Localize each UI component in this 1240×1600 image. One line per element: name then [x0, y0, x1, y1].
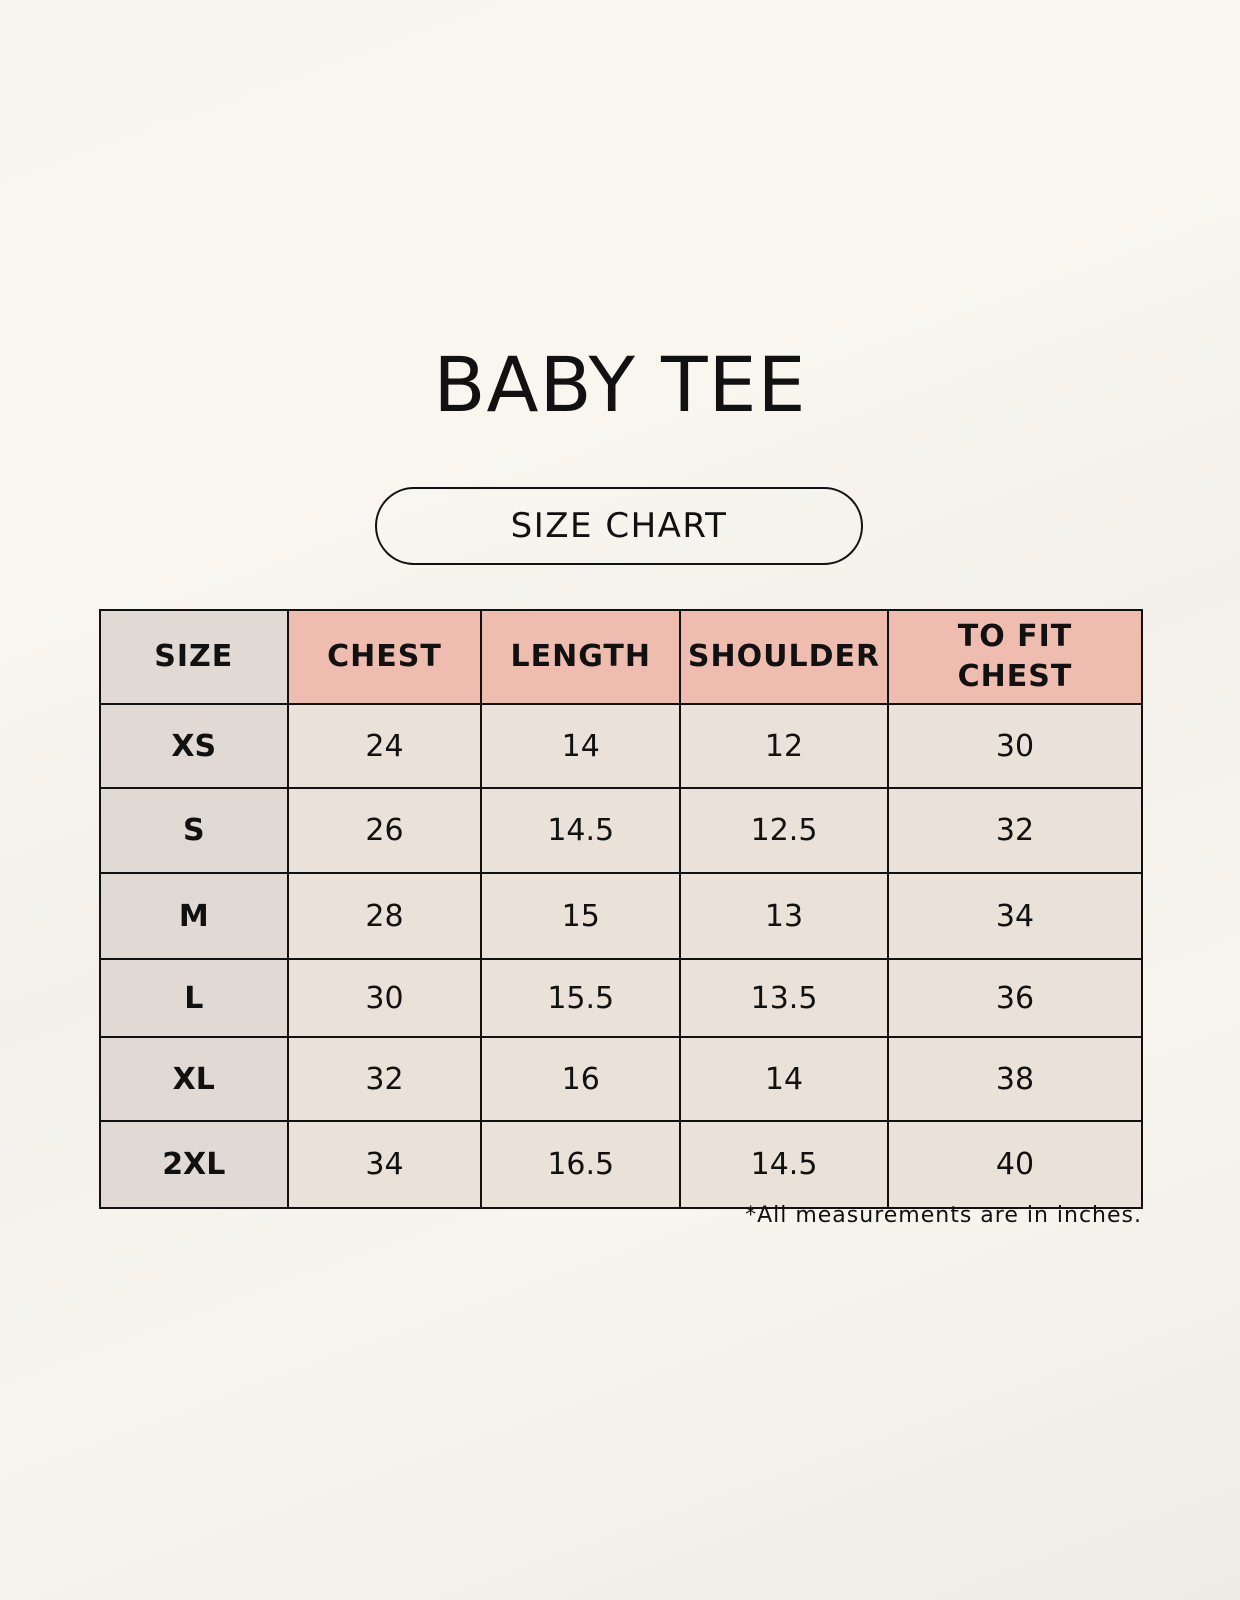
measurement-cell: 24 — [286, 703, 483, 789]
measurement-cell: 14 — [679, 1036, 889, 1122]
size-cell: XL — [99, 1036, 289, 1122]
table-row: L 30 15.5 13.5 36 — [99, 958, 1143, 1038]
header-length: LENGTH — [480, 609, 682, 705]
size-cell: L — [99, 958, 289, 1038]
table-row: M 28 15 13 34 — [99, 872, 1143, 960]
size-table: SIZE CHEST LENGTH SHOULDER TO FIT CHEST … — [99, 609, 1143, 1209]
measurement-cell: 32 — [887, 787, 1143, 874]
measurement-cell: 16 — [480, 1036, 682, 1122]
table-row: XS 24 14 12 30 — [99, 703, 1143, 789]
measurement-cell: 12.5 — [679, 787, 889, 874]
measurement-cell: 30 — [286, 958, 483, 1038]
measurement-cell: 40 — [887, 1120, 1143, 1209]
measurement-cell: 32 — [286, 1036, 483, 1122]
size-cell: XS — [99, 703, 289, 789]
measurement-cell: 15 — [480, 872, 682, 960]
header-size: SIZE — [99, 609, 289, 705]
measurement-cell: 16.5 — [480, 1120, 682, 1209]
measurement-cell: 14.5 — [679, 1120, 889, 1209]
size-cell: S — [99, 787, 289, 874]
measurement-cell: 34 — [286, 1120, 483, 1209]
measurement-cell: 13.5 — [679, 958, 889, 1038]
measurement-cell: 13 — [679, 872, 889, 960]
table-row: 2XL 34 16.5 14.5 40 — [99, 1120, 1143, 1209]
measurement-cell: 15.5 — [480, 958, 682, 1038]
measurement-cell: 26 — [286, 787, 483, 874]
table-row: S 26 14.5 12.5 32 — [99, 787, 1143, 874]
measurement-cell: 14 — [480, 703, 682, 789]
page-title: BABY TEE — [433, 340, 807, 429]
size-cell: 2XL — [99, 1120, 289, 1209]
size-cell: M — [99, 872, 289, 960]
table-row: XL 32 16 14 38 — [99, 1036, 1143, 1122]
measurement-cell: 34 — [887, 872, 1143, 960]
table-header-row: SIZE CHEST LENGTH SHOULDER TO FIT CHEST — [99, 609, 1143, 705]
measurement-cell: 14.5 — [480, 787, 682, 874]
measurement-cell: 12 — [679, 703, 889, 789]
header-to-fit-chest: TO FIT CHEST — [887, 609, 1143, 705]
measurement-cell: 36 — [887, 958, 1143, 1038]
size-chart-label: SIZE CHART — [375, 487, 863, 565]
header-chest: CHEST — [286, 609, 483, 705]
measurement-cell: 38 — [887, 1036, 1143, 1122]
measurement-cell: 30 — [887, 703, 1143, 789]
footnote: *All measurements are in inches. — [745, 1203, 1142, 1228]
header-shoulder: SHOULDER — [679, 609, 889, 705]
measurement-cell: 28 — [286, 872, 483, 960]
